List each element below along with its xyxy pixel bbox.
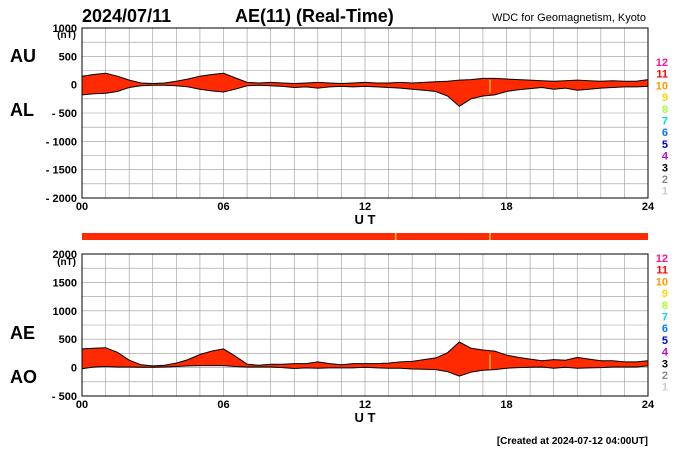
x-axis-label: U T: [355, 410, 376, 425]
level-legend-item: 6: [662, 323, 668, 335]
series-label-al: AL: [10, 100, 34, 120]
level-legend-item: 11: [656, 265, 668, 277]
x-tick-label: 12: [359, 201, 371, 213]
level-legend-item: 7: [662, 116, 668, 128]
series-line-au: [81, 72, 649, 85]
level-legend-item: 2: [662, 370, 668, 382]
band-fill-au-al: [82, 73, 648, 107]
au-al-panel: 1000 500 0 - 500 - 1000 - 1500 - 2000 (nT) 00 06 1…: [10, 23, 655, 227]
y-tick-label: 500: [59, 51, 77, 63]
level-legend-item: 9: [662, 288, 668, 300]
level-legend-item: 10: [656, 80, 668, 92]
level-legend-item: 8: [662, 104, 668, 116]
band-fill-ae-ao: [82, 342, 648, 377]
level-legend-item: 9: [662, 92, 668, 104]
x-tick-label: 18: [500, 399, 512, 411]
y-tick-label: 500: [59, 334, 77, 346]
level-legend-item: 12: [656, 253, 668, 265]
x-tick-label: 24: [642, 399, 655, 411]
ae-ao-panel: 2000 1500 1000 500 0 - 500 (nT) 00 06 12 18 24 U T AE…: [10, 249, 655, 425]
x-tick-label: 24: [642, 201, 655, 213]
series-line-ae: [81, 341, 649, 367]
y-tick-label: - 1000: [46, 136, 77, 148]
x-tick-label: 06: [217, 201, 229, 213]
series-line-al: [81, 84, 649, 107]
level-legend-item: 5: [662, 139, 668, 151]
y-tick-label: 0: [71, 80, 77, 92]
level-legend-item: 8: [662, 300, 668, 312]
level-bar: [82, 233, 648, 240]
level-legend-item: 4: [662, 151, 669, 163]
source-label: WDC for Geomagnetism, Kyoto: [492, 12, 646, 24]
x-tick-label: 00: [76, 399, 88, 411]
created-timestamp: [Created at 2024-07-12 04:00UT]: [497, 436, 648, 447]
level-legend-item: 3: [662, 358, 668, 370]
unit-label: (nT): [57, 257, 76, 268]
series-label-au: AU: [10, 46, 36, 66]
level-legend-item: 1: [662, 382, 668, 394]
unit-label: (nT): [57, 30, 76, 41]
level-legend-item: 6: [662, 127, 668, 139]
activity-level-strip: [82, 233, 648, 240]
date-title: 2024/07/11: [82, 6, 171, 26]
chart-title: AE(11) (Real-Time): [235, 6, 394, 26]
y-tick-label: 1000: [53, 306, 77, 318]
level-legend-item: 1: [662, 186, 668, 198]
y-tick-label: 1500: [53, 277, 77, 289]
y-tick-label: 1000: [53, 23, 77, 35]
y-tick-label: - 500: [52, 391, 77, 403]
level-legend-item: 3: [662, 162, 668, 174]
x-tick-label: 12: [359, 399, 371, 411]
series-line-ao: [81, 365, 649, 377]
x-tick-label: 00: [76, 201, 88, 213]
y-tick-label: - 500: [52, 108, 77, 120]
y-tick-label: 0: [71, 363, 77, 375]
y-tick-label: - 2000: [46, 193, 77, 205]
level-legend-item: 7: [662, 312, 668, 324]
series-label-ao: AO: [10, 367, 37, 387]
x-axis-label: U T: [355, 212, 376, 227]
level-legend-item: 10: [656, 276, 668, 288]
plot-frame: [81, 253, 649, 397]
y-tick-label: 2000: [53, 249, 77, 261]
plot-frame: [81, 27, 649, 199]
y-tick-label: - 1500: [46, 165, 77, 177]
x-tick-label: 18: [500, 201, 512, 213]
level-legend-item: 4: [662, 347, 669, 359]
level-legend-item: 12: [656, 57, 668, 69]
series-label-ae: AE: [10, 323, 35, 343]
x-tick-label: 06: [217, 399, 229, 411]
level-legend-item: 2: [662, 174, 668, 186]
level-legend-item: 11: [656, 69, 668, 81]
level-legend-item: 5: [662, 335, 668, 347]
